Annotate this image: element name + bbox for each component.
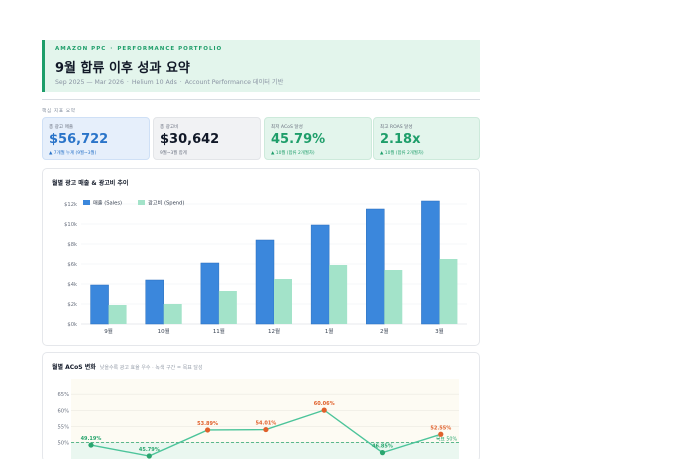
legend-swatch-spend (138, 200, 145, 205)
acos-data-label: 49.19% (81, 436, 102, 442)
legend-label-spend: 광고비 (Spend) (148, 199, 184, 207)
y-tick-label: $6k (67, 262, 77, 268)
acos-data-label: 60.06% (314, 401, 335, 407)
period-text: Sep 2025 — Mar 2026 (55, 79, 124, 86)
eyebrow-left: AMAZON PPC (55, 46, 107, 52)
bar-sales (200, 262, 220, 325)
bar-sales (90, 284, 109, 325)
kpi-value: $30,642 (160, 132, 220, 147)
kpi-card-best-roas: 최고 ROAS 달성 2.18x ▲ 10월 (합류 2개월차) (373, 117, 480, 160)
bar-spend (384, 270, 403, 324)
bar-spend (108, 305, 127, 324)
y-tick-label: $12k (64, 202, 77, 208)
acos-point (263, 426, 269, 433)
kpi-label: 최저 ACoS 달성 (271, 125, 303, 130)
x-tick-label: 3월 (435, 327, 444, 335)
divider (42, 99, 480, 100)
x-tick-label: 1월 (325, 327, 334, 335)
source-text: Account Performance 데이터 기반 (184, 79, 284, 86)
bar-chart-title: 월별 광고 매출 & 광고비 추이 (52, 180, 129, 187)
y-tick-label: $8k (67, 242, 77, 248)
acos-data-label: 54.01% (255, 421, 276, 427)
eyebrow-right: PERFORMANCE PORTFOLIO (117, 46, 223, 52)
acos-chart-title-row: 월별 ACoS 변화 낮을수록 광고 효율 우수 · 녹색 구간 = 목표 달성 (52, 362, 203, 371)
bar-sales (255, 239, 275, 325)
bar-chart-card: 월별 광고 매출 & 광고비 추이 $0k $2k $4k $6k $8k $10k $12… (42, 168, 480, 346)
kpi-note: 9월~3월 합계 (160, 151, 187, 156)
kpi-label: 최고 ROAS 달성 (380, 125, 413, 130)
y-tick-label: $2k (67, 302, 77, 308)
y-tick-label: 50% (57, 440, 69, 446)
kpi-value: 45.79% (271, 132, 326, 147)
bar-sales (145, 279, 164, 325)
x-tick-label: 11월 (213, 327, 225, 335)
bar-spend (163, 304, 182, 324)
eyebrow-separator: · (110, 46, 114, 52)
y-tick-label: $10k (64, 222, 77, 228)
acos-data-label: 45.79% (139, 447, 160, 453)
bar-sales (310, 224, 330, 325)
legend-swatch-sales (83, 200, 90, 205)
bar-spend (329, 265, 348, 324)
acos-chart-card: 월별 ACoS 변화 낮을수록 광고 효율 우수 · 녹색 구간 = 목표 달성 … (42, 352, 480, 459)
x-tick-label: 2월 (380, 327, 389, 335)
legend-label-sales: 매출 (Sales) (93, 199, 122, 207)
bar-spend (218, 291, 237, 324)
bar-sales (366, 208, 385, 325)
kpi-label: 총 광고비 (160, 125, 179, 130)
kpi-row: 총 광고 매출 $56,722 ▲ 7개월 누계 (9월~3월) 총 광고비 $… (42, 117, 480, 160)
kpi-value: $56,722 (49, 132, 109, 147)
section-label: 핵심 지표 요약 (42, 109, 76, 114)
y-tick-label: 55% (57, 424, 69, 430)
y-tick-label: 60% (57, 408, 69, 414)
x-tick-label: 10월 (158, 327, 170, 335)
acos-line-chart: 65% 60% 55% 50% 목표 50% 49.19% 45.79% 53.89% 54.0… (57, 379, 459, 459)
tool-text: Helium 10 Ads (131, 79, 177, 86)
kpi-card-total-spend: 총 광고비 $30,642 9월~3월 합계 (153, 117, 261, 160)
kpi-note: ▲ 10월 (합류 2개월차) (380, 151, 424, 156)
x-tick-label: 9월 (104, 327, 113, 335)
acos-data-label: 52.55% (430, 425, 451, 431)
subtitle-separator: · (179, 79, 182, 86)
y-tick-label: $0k (67, 322, 77, 328)
acos-point (205, 427, 211, 433)
target-zone (71, 442, 459, 459)
acos-chart-subtitle: 낮을수록 광고 효율 우수 · 녹색 구간 = 목표 달성 (99, 365, 203, 371)
kpi-note: ▲ 10월 (합류 2개월차) (271, 151, 315, 156)
acos-point (438, 431, 444, 437)
acos-point (146, 453, 152, 459)
bar-spend (274, 279, 292, 324)
report-header: AMAZON PPC · PERFORMANCE PORTFOLIO 9월 합류 이… (42, 40, 480, 92)
kpi-label: 총 광고 매출 (49, 125, 74, 130)
acos-point (321, 407, 327, 413)
y-tick-label: 65% (57, 392, 69, 398)
acos-point (379, 450, 386, 456)
sales-spend-bar-chart: $0k $2k $4k $6k $8k $10k $12k 9월 10월 11월 12월 1월 2월 3월… (64, 199, 467, 335)
acos-data-label: 46.85% (372, 444, 393, 450)
x-tick-label: 12월 (268, 327, 280, 335)
page-subtitle: Sep 2025 — Mar 2026 · Helium 10 Ads · Accoun… (55, 77, 283, 86)
page-title: 9월 합류 이후 성과 요약 (55, 61, 190, 76)
eyebrow: AMAZON PPC · PERFORMANCE PORTFOLIO (55, 46, 222, 52)
kpi-card-total-sales: 총 광고 매출 $56,722 ▲ 7개월 누계 (9월~3월) (42, 117, 150, 160)
y-tick-label: $4k (67, 282, 77, 288)
subtitle-separator: · (126, 79, 129, 86)
acos-chart-title: 월별 ACoS 변화 (52, 364, 96, 371)
bar-chart-legend: 매출 (Sales) 광고비 (Spend) (83, 199, 184, 207)
acos-point (88, 442, 94, 448)
kpi-card-lowest-acos: 최저 ACoS 달성 45.79% ▲ 10월 (합류 2개월차) (264, 117, 372, 160)
kpi-value: 2.18x (380, 132, 421, 147)
report-page: AMAZON PPC · PERFORMANCE PORTFOLIO 9월 합류 이… (42, 0, 480, 459)
target-label: 목표 50% (436, 436, 457, 442)
bar-sales (421, 200, 440, 325)
kpi-note: ▲ 7개월 누계 (9월~3월) (49, 151, 97, 156)
bar-spend (439, 259, 458, 324)
acos-data-label: 53.89% (197, 421, 218, 427)
